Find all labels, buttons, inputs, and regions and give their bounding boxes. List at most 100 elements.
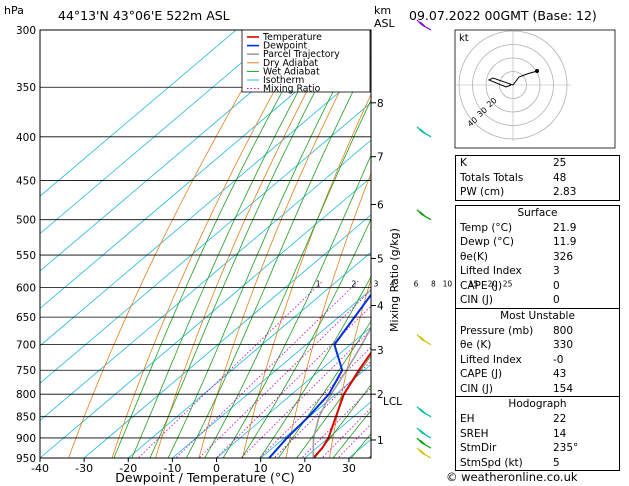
pressure-tick-label: 900	[16, 433, 36, 445]
wind-barb-flag	[419, 336, 426, 342]
hodograph-storm-dot	[535, 69, 539, 73]
wet-adiabat-line	[131, 30, 333, 458]
pressure-tick-label: 700	[16, 340, 36, 352]
mixing-ratio-labels: 1 2 3 4 6 8 10 15 20 25	[316, 279, 513, 288]
wet-adiabat-line	[314, 384, 371, 458]
surface-row: Temp (°C) 21.9	[460, 221, 577, 234]
pressure-tick-label: 350	[16, 82, 36, 94]
pressure-tick-label: 600	[16, 282, 36, 294]
legend-entry: Parcel Trajectory	[263, 49, 340, 60]
x-tick-label: -30	[75, 462, 93, 475]
index-row-k: K 25	[460, 157, 567, 169]
pressure-tick-label: 500	[16, 215, 36, 227]
surface-table: Surface Temp (°C) 21.9 Dewp (°C) 11.9 θe(K…	[455, 204, 620, 471]
wind-barb-flag	[419, 211, 426, 217]
surface-row: Lifted Index 3	[460, 265, 560, 277]
copyright-text: © weatheronline.co.uk	[446, 470, 578, 484]
mixing-ratio-label: 25	[503, 279, 513, 288]
asl-label: ASL	[374, 17, 396, 30]
dry-adiabat-line	[111, 30, 309, 458]
mixing-ratio-label: 10	[443, 279, 453, 288]
dry-adiabat-line	[329, 277, 371, 458]
wet-adiabat-line	[241, 218, 371, 458]
datetime-title: 09.07.2022 00GMT (Base: 12)	[409, 8, 597, 23]
wet-adiabat-line	[113, 30, 317, 458]
most-unstable-row: CAPE (J) 43	[460, 368, 567, 380]
location-title: 44°13'N 43°06'E 522m ASL	[58, 8, 230, 23]
wind-barb	[416, 334, 432, 346]
surface-row: θe(K) 326	[460, 250, 574, 263]
wet-adiabat-line	[167, 30, 366, 458]
most-unstable-title: Most Unstable	[456, 307, 619, 324]
wind-barb-flag	[416, 126, 423, 133]
isotherm-line	[260, 363, 371, 458]
isotherm-line	[171, 289, 371, 458]
wind-barb-flag	[416, 334, 423, 341]
legend-entry: Temperature	[262, 32, 322, 43]
hodograph-kt-label: kt	[459, 33, 469, 44]
hodograph-row: SREH 14	[460, 427, 567, 440]
wet-adiabat-line	[259, 275, 371, 458]
isotherm-line	[40, 30, 281, 235]
surface-row: CAPE (J) 0	[460, 279, 560, 292]
mixing-ratio-line	[198, 289, 371, 458]
mixing-ratio-line	[273, 360, 371, 458]
wind-barb-flag	[419, 429, 426, 435]
pressure-tick-label: 750	[16, 365, 36, 377]
pressure-tick-label: 300	[16, 25, 36, 37]
km-tick-label: 4	[377, 300, 384, 312]
series-dewpoint	[268, 293, 371, 458]
hodograph-row: EH 22	[460, 413, 567, 425]
wind-barbs	[416, 19, 432, 459]
wet-adiabat-line	[296, 355, 371, 458]
wind-barb-flag	[419, 21, 426, 27]
wind-barb-flag	[416, 427, 423, 434]
pressure-tick-label: 400	[16, 132, 36, 144]
legend-entry: Dewpoint	[263, 41, 308, 52]
isotherm-line	[40, 30, 370, 309]
pressure-tick-label: 950	[16, 453, 36, 465]
km-tick-label: 2	[377, 389, 384, 401]
pressure-tick-label: 450	[16, 176, 36, 188]
km-tick-label: 3	[377, 345, 384, 357]
index-row-totals: Totals Totals 48	[460, 171, 567, 184]
mixing-ratio-label: 2	[351, 279, 356, 288]
x-tick-label: 0	[213, 462, 220, 475]
x-tick-label: 10	[254, 462, 268, 475]
axes: 3003504004505005506006507007508008509009…	[16, 25, 402, 475]
dry-adiabat-line	[285, 172, 371, 458]
pressure-unit-label: hPa	[4, 4, 24, 17]
wet-adiabat-line	[204, 99, 371, 458]
most-unstable-row: Lifted Index -0	[460, 353, 564, 366]
wind-barb-flag	[416, 447, 423, 454]
wind-barb	[416, 19, 432, 31]
isotherm-line	[40, 102, 371, 384]
indices-panel: K 25 Totals Totals 48 PW (cm) 2.83 Surface …	[455, 155, 620, 475]
legend-entry: Isotherm	[263, 75, 304, 86]
legend-box	[241, 29, 371, 93]
indices-table: K 25 Totals Totals 48 PW (cm) 2.83	[455, 155, 620, 201]
pressure-tick-label: 850	[16, 412, 36, 424]
isotherm-line	[40, 176, 371, 458]
most-unstable-row: θe (K) 330	[460, 339, 574, 351]
wet-adiabat-line	[277, 320, 371, 458]
surface-row: CIN (J) 0	[460, 294, 560, 306]
pressure-tick-label: 550	[16, 250, 36, 262]
wet-adiabat-line	[222, 154, 371, 458]
wind-barb	[416, 406, 432, 418]
dry-adiabat-line	[242, 93, 371, 458]
wind-barb-flag	[416, 19, 423, 26]
mixing-ratio-label: 3	[374, 279, 379, 288]
hodograph-trace	[487, 77, 514, 88]
km-tick-label: 1	[377, 435, 384, 447]
mixing-ratio-label: 20	[488, 279, 498, 288]
background-lines	[40, 30, 371, 458]
wind-barb-flag	[416, 209, 423, 216]
mixing-ratio-label: 15	[469, 279, 479, 288]
hodograph-frame	[454, 29, 616, 149]
wind-barb-flag	[419, 449, 426, 455]
km-label: km	[374, 4, 391, 17]
